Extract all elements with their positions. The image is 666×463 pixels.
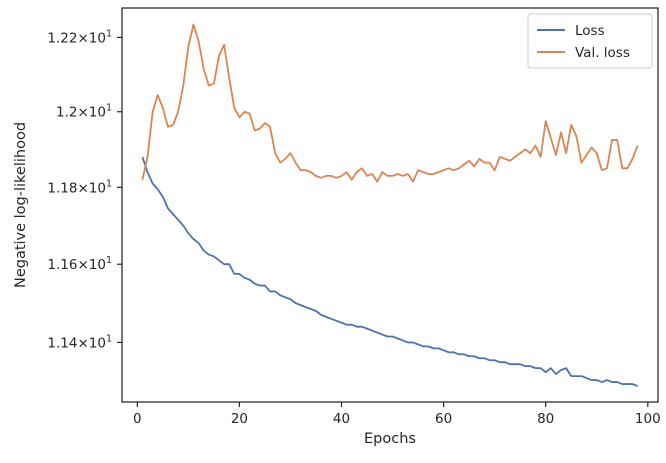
y-tick-label: 1.16×101 bbox=[47, 255, 112, 273]
y-tick-exponent: 1 bbox=[106, 28, 112, 39]
y-tick-base: 10 bbox=[89, 335, 106, 351]
legend-label: Val. loss bbox=[575, 45, 630, 61]
y-tick-mantissa: 1.2 bbox=[56, 105, 77, 121]
series-line-val-loss bbox=[141, 23, 639, 183]
y-tick-label: 1.2×101 bbox=[56, 103, 112, 121]
series-line-loss bbox=[141, 156, 638, 387]
x-tick-label: 40 bbox=[333, 411, 350, 427]
y-tick-exponent: 1 bbox=[106, 255, 112, 266]
y-tick-label: 1.14×101 bbox=[47, 333, 112, 351]
legend-label: Loss bbox=[575, 23, 605, 39]
plot-frame bbox=[121, 7, 659, 403]
x-tick-label: 100 bbox=[635, 411, 661, 427]
x-tick-label: 60 bbox=[435, 411, 452, 427]
y-tick-mantissa: 1.16 bbox=[47, 257, 77, 273]
y-tick-times: × bbox=[77, 335, 88, 351]
y-tick-mantissa: 1.18 bbox=[47, 180, 77, 196]
plot-lines bbox=[141, 23, 639, 387]
y-tick-base: 10 bbox=[89, 180, 106, 196]
x-axis: 0 20 40 60 80 100 bbox=[133, 402, 661, 427]
y-tick-times: × bbox=[77, 30, 88, 46]
x-tick-label: 20 bbox=[231, 411, 248, 427]
y-tick-times: × bbox=[77, 257, 88, 273]
legend-box bbox=[527, 13, 653, 69]
legend: Loss Val. loss bbox=[527, 13, 653, 69]
x-axis-label: Epochs bbox=[364, 431, 416, 447]
x-tick-label: 0 bbox=[133, 411, 142, 427]
y-tick-exponent: 1 bbox=[106, 178, 112, 189]
y-axis-label: Negative log-likelihood bbox=[13, 122, 29, 288]
y-tick-exponent: 1 bbox=[106, 333, 112, 344]
y-tick-base: 10 bbox=[89, 30, 106, 46]
y-tick-base: 10 bbox=[89, 105, 106, 121]
y-tick-times: × bbox=[77, 105, 88, 121]
y-tick-exponent: 1 bbox=[106, 103, 112, 114]
y-tick-mantissa: 1.14 bbox=[47, 335, 77, 351]
y-tick-label: 1.22×101 bbox=[47, 28, 112, 46]
y-tick-base: 10 bbox=[89, 257, 106, 273]
y-tick-mantissa: 1.22 bbox=[47, 30, 77, 46]
x-tick-label: 80 bbox=[537, 411, 554, 427]
y-tick-label: 1.18×101 bbox=[47, 178, 112, 196]
y-tick-times: × bbox=[77, 180, 88, 196]
